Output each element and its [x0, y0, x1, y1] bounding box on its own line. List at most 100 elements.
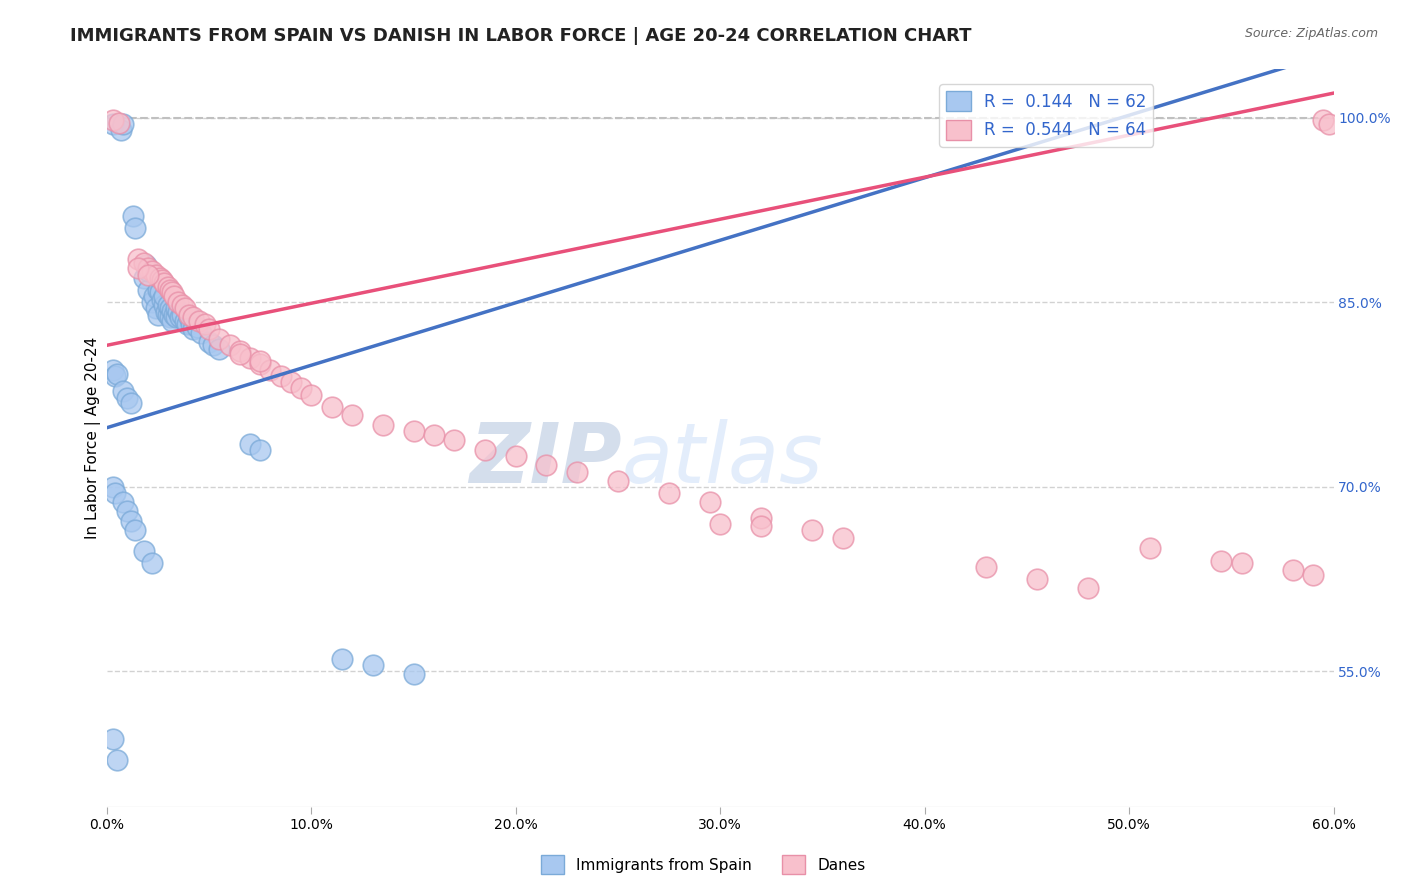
Point: [159, 310, 181, 324]
Point: [239, 351, 262, 365]
Text: atlas: atlas: [621, 419, 824, 500]
Point: [159, 301, 181, 316]
Point: [565, 465, 588, 479]
Point: [1077, 581, 1099, 595]
Point: [402, 666, 425, 681]
Point: [402, 425, 425, 439]
Point: [169, 310, 191, 324]
Point: [176, 318, 198, 332]
Point: [167, 305, 190, 319]
Legend: R =  0.144   N = 62, R =  0.544   N = 64: R = 0.144 N = 62, R = 0.544 N = 64: [939, 84, 1153, 146]
Point: [443, 433, 465, 447]
Point: [709, 516, 731, 531]
Point: [162, 285, 184, 300]
Point: [101, 731, 124, 746]
Point: [658, 486, 681, 500]
Point: [141, 295, 163, 310]
Point: [180, 318, 202, 332]
Point: [361, 658, 384, 673]
Text: ZIP: ZIP: [470, 419, 621, 500]
Point: [198, 334, 221, 349]
Point: [208, 342, 231, 356]
Point: [299, 387, 322, 401]
Point: [165, 301, 187, 316]
Point: [749, 519, 772, 533]
Point: [172, 308, 194, 322]
Point: [371, 418, 394, 433]
Point: [149, 270, 172, 285]
Point: [153, 289, 176, 303]
Point: [198, 322, 221, 336]
Point: [1319, 117, 1341, 131]
Point: [505, 449, 527, 463]
Point: [110, 123, 132, 137]
Point: [165, 310, 187, 324]
Point: [145, 268, 167, 282]
Point: [423, 428, 446, 442]
Point: [153, 276, 176, 290]
Point: [149, 285, 172, 300]
Point: [159, 283, 181, 297]
Point: [1026, 572, 1049, 586]
Point: [104, 369, 127, 384]
Point: [157, 308, 180, 322]
Point: [163, 289, 186, 303]
Point: [974, 559, 997, 574]
Point: [162, 314, 184, 328]
Point: [831, 532, 853, 546]
Point: [229, 344, 252, 359]
Point: [474, 442, 496, 457]
Point: [340, 409, 363, 423]
Point: [749, 510, 772, 524]
Point: [190, 326, 212, 340]
Point: [173, 314, 195, 328]
Point: [1281, 563, 1303, 577]
Point: [146, 283, 169, 297]
Point: [181, 322, 204, 336]
Point: [101, 117, 124, 131]
Point: [105, 367, 128, 381]
Point: [202, 338, 225, 352]
Point: [141, 556, 163, 570]
Point: [1302, 568, 1324, 582]
Point: [321, 400, 343, 414]
Point: [536, 458, 558, 472]
Legend: Immigrants from Spain, Danes: Immigrants from Spain, Danes: [534, 849, 872, 880]
Point: [280, 375, 302, 389]
Point: [132, 270, 155, 285]
Point: [186, 319, 208, 334]
Point: [142, 289, 165, 303]
Point: [181, 310, 204, 324]
Point: [1312, 113, 1334, 128]
Point: [801, 523, 824, 537]
Point: [173, 301, 195, 316]
Point: [290, 381, 312, 395]
Point: [120, 514, 142, 528]
Point: [1230, 556, 1253, 570]
Text: Source: ZipAtlas.com: Source: ZipAtlas.com: [1244, 27, 1378, 40]
Point: [259, 363, 281, 377]
Point: [146, 308, 169, 322]
Point: [112, 117, 135, 131]
Point: [145, 301, 167, 316]
Point: [150, 273, 173, 287]
Point: [124, 523, 146, 537]
Point: [135, 258, 157, 272]
Point: [153, 298, 176, 312]
Point: [249, 354, 271, 368]
Point: [124, 221, 146, 235]
Point: [108, 115, 131, 129]
Point: [194, 318, 217, 332]
Point: [163, 308, 186, 322]
Point: [157, 298, 180, 312]
Point: [167, 295, 190, 310]
Point: [136, 264, 159, 278]
Point: [162, 303, 184, 318]
Point: [127, 260, 149, 275]
Point: [105, 753, 128, 767]
Point: [112, 494, 135, 508]
Point: [330, 652, 353, 666]
Point: [607, 474, 630, 488]
Point: [120, 396, 142, 410]
Point: [1139, 541, 1161, 556]
